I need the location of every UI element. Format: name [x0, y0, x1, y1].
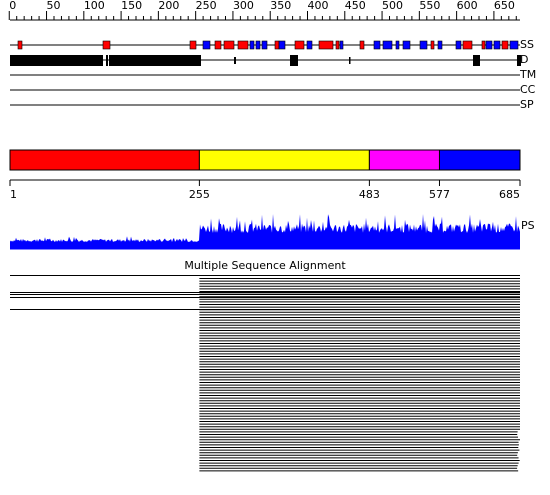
ruler-label: 650 [494, 0, 515, 12]
domain [368, 149, 440, 171]
boundary-label: 255 [189, 188, 210, 201]
domain [198, 149, 370, 171]
alignment [10, 275, 520, 472]
ruler-label: 500 [382, 0, 403, 12]
ruler-label: 250 [196, 0, 217, 12]
track-label: SS [520, 38, 534, 51]
ruler-label: 400 [308, 0, 329, 12]
boundary-label: 577 [429, 188, 450, 201]
domain [9, 149, 200, 171]
profile-area [10, 214, 520, 249]
track-label: CC [520, 83, 536, 96]
ruler-label: 0 [9, 0, 16, 12]
disorder-track [10, 55, 521, 66]
track-label: TM [519, 68, 536, 81]
domain [438, 149, 521, 171]
ruler-label: 100 [84, 0, 105, 12]
ruler-label: 450 [345, 0, 366, 12]
ruler-label: 300 [233, 0, 254, 12]
profile-label: PS [521, 219, 535, 232]
ruler-label: 50 [47, 0, 61, 12]
ruler-label: 150 [121, 0, 142, 12]
boundary-label: 685 [499, 188, 520, 201]
boundary-label: 1 [10, 188, 17, 201]
alignment-title: Multiple Sequence Alignment [184, 259, 346, 272]
secondary-structure [17, 40, 519, 50]
ruler-label: 600 [457, 0, 478, 12]
ruler-label: 350 [270, 0, 291, 12]
ruler-label: 200 [158, 0, 179, 12]
boundary-label: 483 [359, 188, 380, 201]
track-label: D [520, 53, 528, 66]
track-label: SP [520, 98, 534, 111]
ruler-label: 550 [419, 0, 440, 12]
